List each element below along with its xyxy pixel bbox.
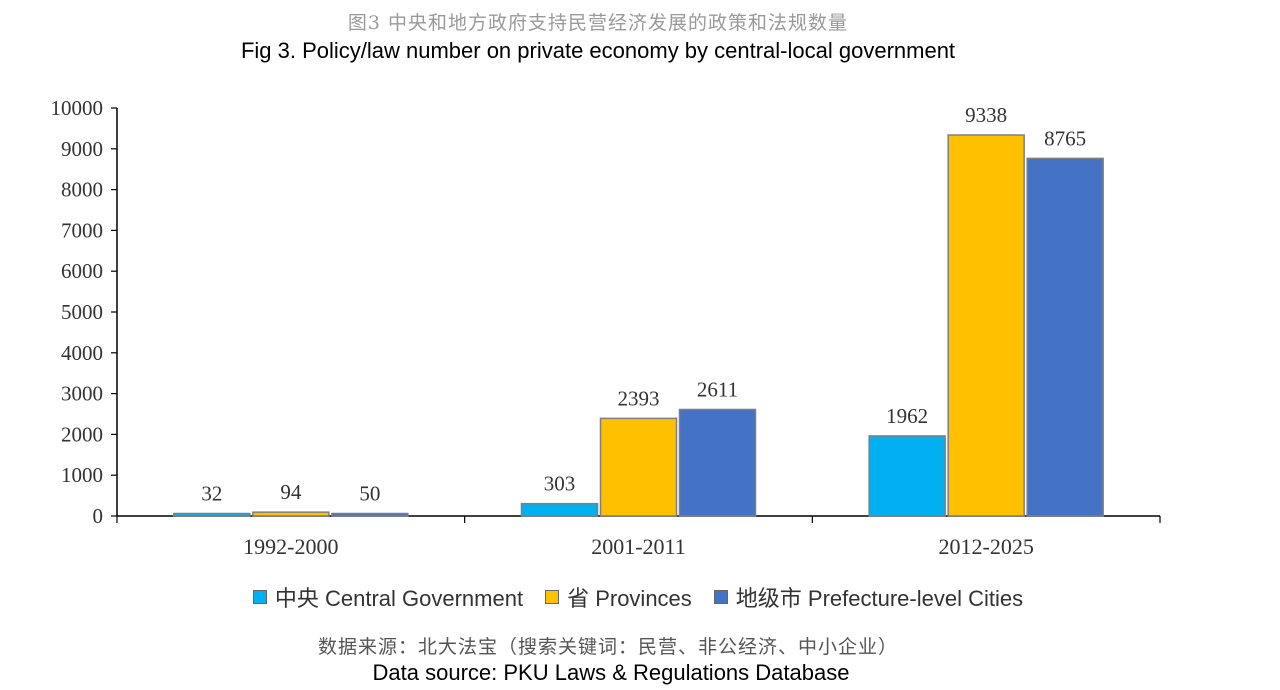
bar xyxy=(599,417,678,517)
data-label: 303 xyxy=(544,472,576,496)
y-tick-label: 1000 xyxy=(61,463,103,487)
legend-swatch-cities xyxy=(713,590,728,604)
bar-chart: 0 1000 2000 3000 4000 5000 6000 7000 8000 9000 100… xyxy=(51,96,1161,559)
y-tick-label: 10000 xyxy=(51,96,104,120)
chart-title-en: Fig 3. Policy/law number on private econ… xyxy=(240,38,956,63)
legend-label-cities: 地级市 Prefecture-level Cities xyxy=(735,586,1024,611)
data-label: 32 xyxy=(201,482,222,506)
legend: 中央 Central Government 省 Provinces 地级市 Pr… xyxy=(0,581,1276,613)
x-tick-label: 2012-2025 xyxy=(939,534,1034,559)
data-label: 2611 xyxy=(697,377,738,401)
y-tick-label: 3000 xyxy=(61,382,103,406)
y-tick-label: 4000 xyxy=(61,341,103,365)
y-tick-label: 8000 xyxy=(61,178,103,202)
data-label: 50 xyxy=(359,482,380,506)
legend-swatch-central xyxy=(252,590,267,604)
legend-swatch-provinces xyxy=(545,590,560,604)
source-note-cn: 数据来源：北大法宝（搜索关键词：民营、非公经济、中小企业） xyxy=(317,636,898,658)
legend-item-provinces: 省 Provinces xyxy=(545,581,692,613)
y-tick-label: 6000 xyxy=(61,259,103,283)
x-tick-label: 1992-2000 xyxy=(243,534,338,559)
data-label: 1962 xyxy=(886,404,928,428)
bar xyxy=(252,511,330,517)
chart-title-cn: 图3 中央和地方政府支持民营经济发展的政策和法规数量 xyxy=(347,12,849,34)
legend-label-provinces: 省 Provinces xyxy=(567,586,692,611)
data-label: 8765 xyxy=(1044,126,1086,150)
y-tick-label: 2000 xyxy=(61,422,103,446)
y-tick-label: 9000 xyxy=(61,137,103,161)
bar xyxy=(520,502,599,517)
y-tick-label: 0 xyxy=(93,504,104,528)
bar xyxy=(947,134,1025,517)
bar xyxy=(331,512,409,517)
data-label: 2393 xyxy=(618,386,660,410)
legend-item-central: 中央 Central Government xyxy=(252,581,524,613)
bar xyxy=(1026,157,1104,517)
y-tick-label: 7000 xyxy=(61,218,103,242)
legend-label-central: 中央 Central Government xyxy=(274,586,524,611)
data-label: 9338 xyxy=(965,103,1007,127)
source-note-en: Data source: PKU Laws & Regulations Data… xyxy=(372,660,850,685)
data-label: 94 xyxy=(280,480,302,504)
bar xyxy=(678,408,757,517)
x-tick-label: 2001-2011 xyxy=(591,534,686,559)
bar xyxy=(173,512,251,517)
y-tick-label: 5000 xyxy=(61,300,103,324)
bar xyxy=(868,435,946,517)
legend-item-cities: 地级市 Prefecture-level Cities xyxy=(713,581,1024,613)
